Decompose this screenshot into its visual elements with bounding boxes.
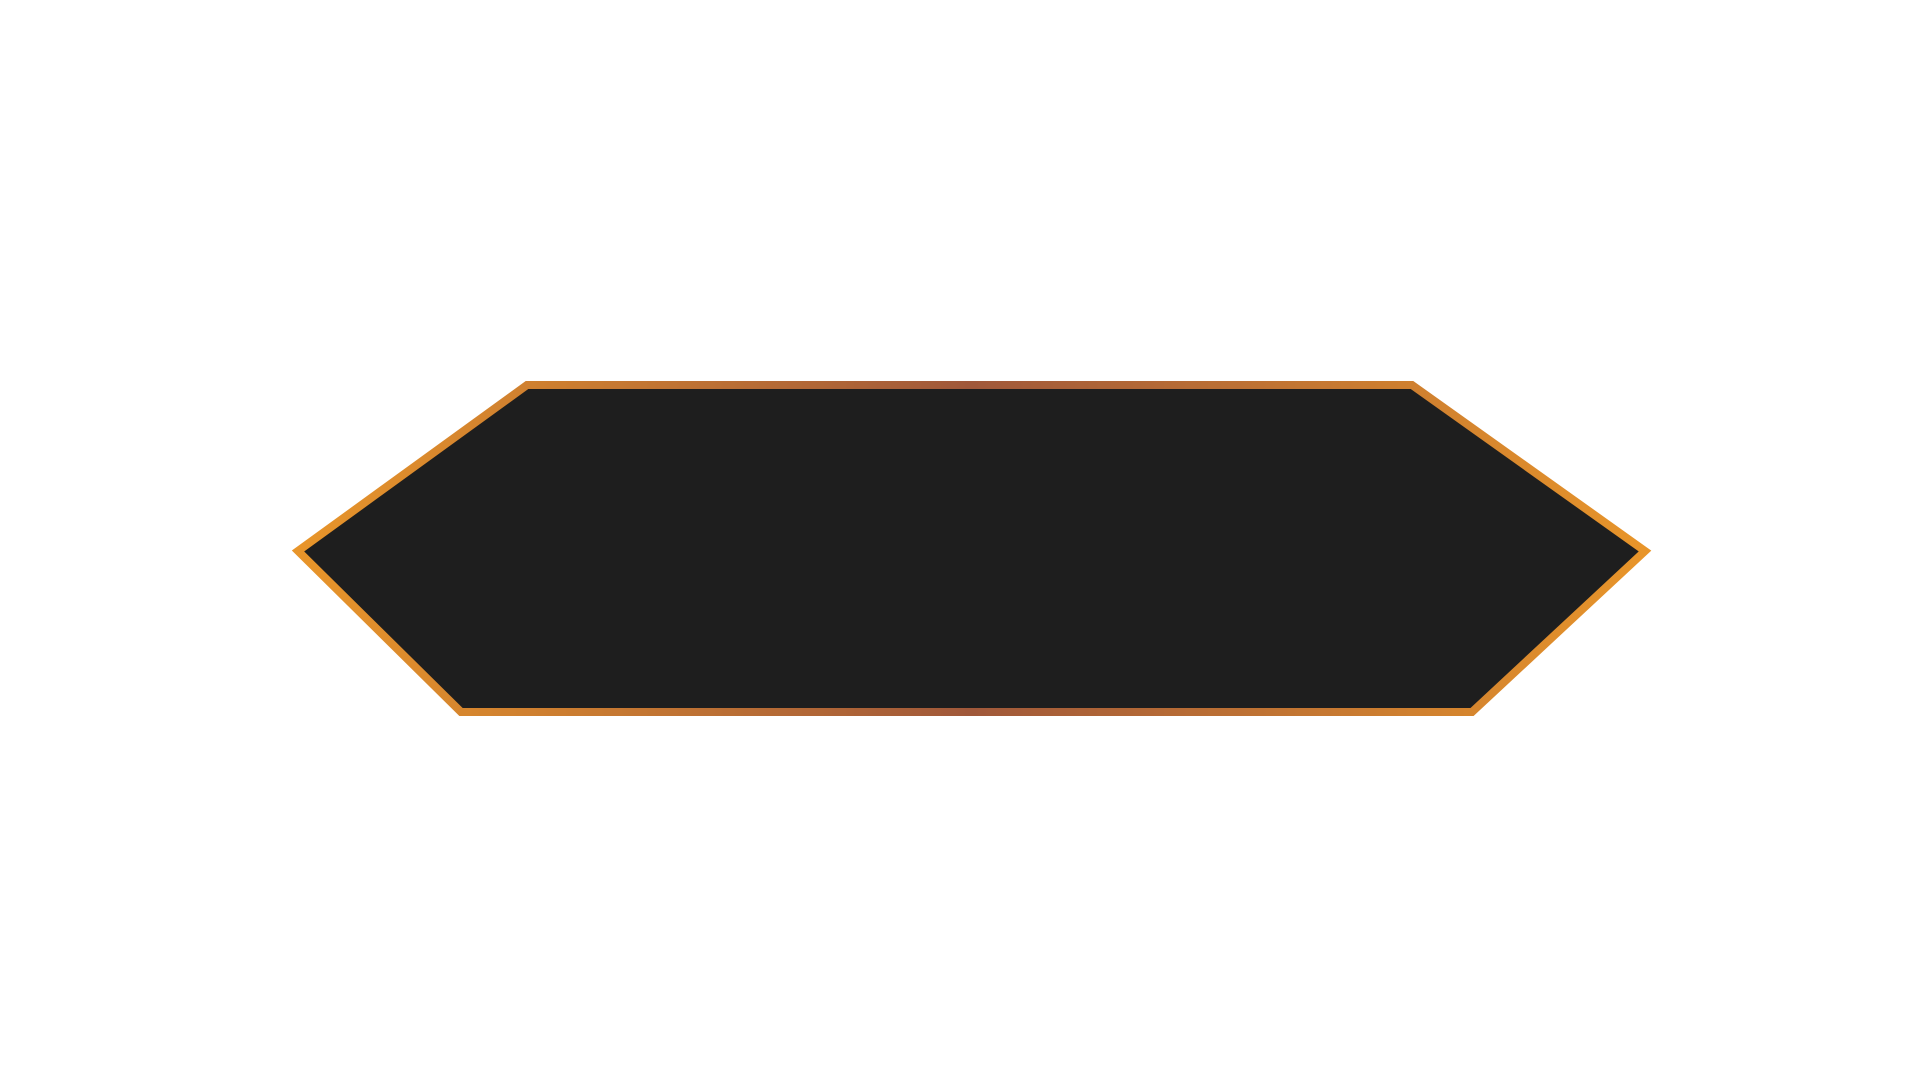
hexagon-banner-panel — [291, 381, 1652, 716]
